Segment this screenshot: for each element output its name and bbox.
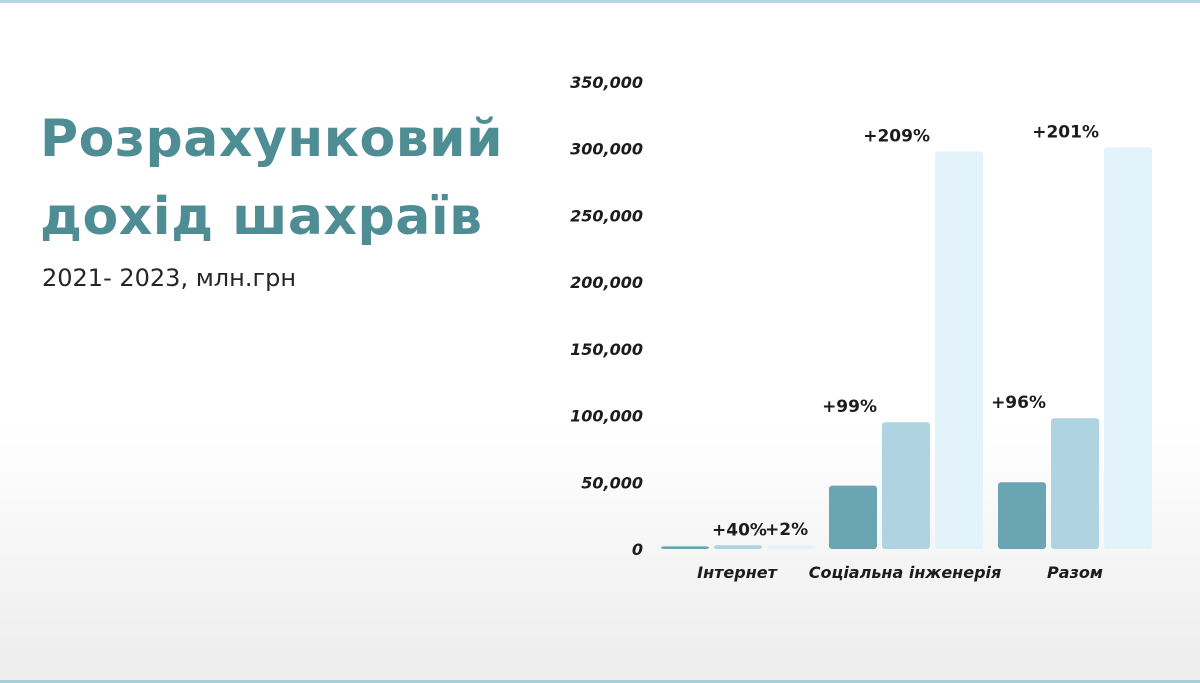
bar bbox=[661, 546, 709, 549]
x-category-label: Соціальна інженерія bbox=[809, 563, 1002, 582]
bar bbox=[1051, 418, 1099, 549]
top-border bbox=[0, 0, 1200, 3]
y-tick-label: 150,000 bbox=[570, 340, 643, 359]
bar bbox=[829, 485, 877, 549]
bar-annotation: +99% bbox=[822, 397, 877, 417]
bar bbox=[935, 151, 983, 549]
y-tick-label: 100,000 bbox=[570, 407, 643, 426]
y-tick-label: 250,000 bbox=[570, 206, 643, 225]
page-title: Розрахунковий дохід шахраїв bbox=[40, 100, 560, 256]
y-tick-label: 300,000 bbox=[570, 140, 643, 159]
bar-annotation: +40% bbox=[712, 520, 767, 540]
bar-annotation: +2% bbox=[765, 520, 808, 540]
bar-annotation: +209% bbox=[863, 126, 930, 146]
bottom-border bbox=[0, 680, 1200, 683]
x-category-label: Разом bbox=[1047, 563, 1103, 582]
bar-annotation: +201% bbox=[1032, 122, 1099, 142]
bar-annotation: +96% bbox=[991, 393, 1046, 413]
bar bbox=[882, 422, 930, 549]
bar bbox=[714, 545, 762, 549]
x-category-label: Інтернет bbox=[697, 563, 778, 582]
subtitle: 2021- 2023, млн.грн bbox=[42, 264, 297, 292]
y-tick-label: 350,000 bbox=[570, 73, 643, 92]
y-tick-label: 50,000 bbox=[581, 473, 643, 492]
title-line-2: дохід шахраїв bbox=[40, 187, 483, 247]
y-tick-label: 200,000 bbox=[570, 273, 643, 292]
bar bbox=[1104, 147, 1152, 549]
bar bbox=[767, 545, 815, 549]
y-tick-label: 0 bbox=[632, 540, 643, 559]
bar bbox=[998, 482, 1046, 549]
title-line-1: Розрахунковий bbox=[40, 109, 504, 169]
